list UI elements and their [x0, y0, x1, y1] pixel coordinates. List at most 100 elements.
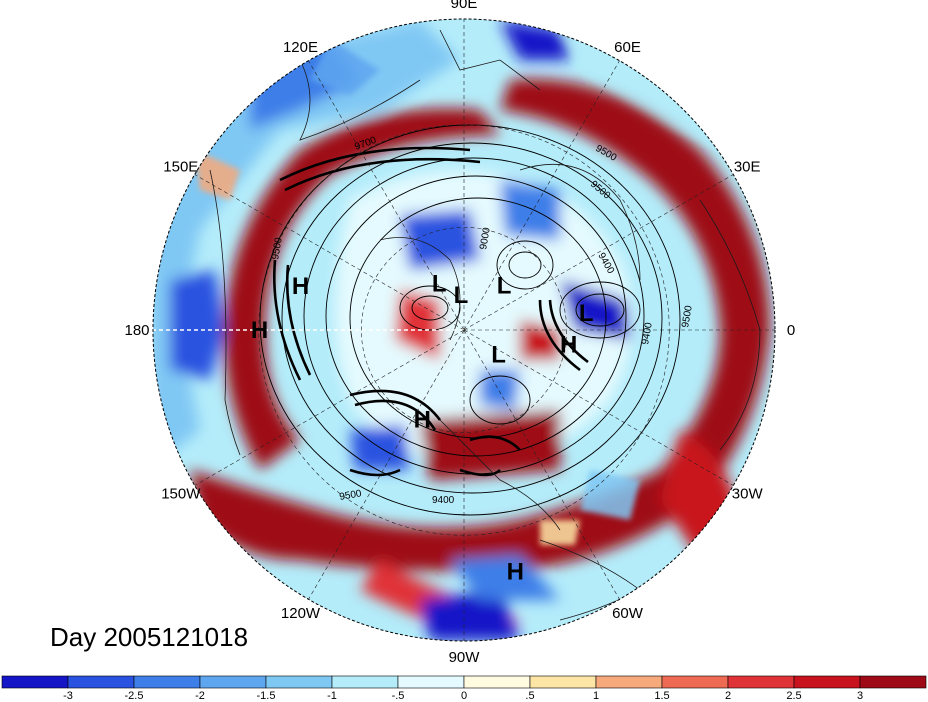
colorbar-swatch	[331, 675, 399, 689]
contour	[469, 375, 531, 425]
latitude-circle	[258, 124, 670, 536]
longitude-label: 30E	[734, 159, 761, 176]
field-region	[420, 590, 520, 640]
low-pressure-label: L	[491, 341, 506, 368]
colorbar-tick-label: -.5	[392, 690, 405, 702]
coastline	[379, 237, 461, 341]
map-boundary	[152, 18, 776, 642]
contour	[259, 124, 681, 516]
low-pressure-label: L	[454, 282, 469, 309]
jet-contour	[284, 157, 481, 192]
geopotential-contours	[259, 124, 681, 516]
high-pressure-label: H	[251, 317, 268, 344]
contour	[508, 251, 542, 279]
colorbar-swatch	[595, 675, 663, 689]
colorbar-swatch	[661, 675, 729, 689]
jet-contour	[285, 264, 312, 376]
colorbar: -3 -2.5 -2 -1.5 -1 -.5 0 .5 1 1.5 2 2.5 3	[1, 675, 927, 702]
meridian-line	[194, 329, 465, 486]
longitude-label: 60E	[614, 39, 641, 56]
low-pressure-label: L	[432, 270, 447, 297]
field-detail	[310, 40, 380, 95]
contour-label: 9500	[339, 488, 363, 503]
field-region	[190, 470, 700, 572]
low-pressure-label: L	[579, 300, 594, 327]
colorbar-swatch	[133, 675, 201, 689]
contour-label: 9500	[270, 236, 285, 260]
jet-contour	[279, 146, 471, 182]
high-pressure-label: H	[292, 273, 309, 300]
contour	[411, 295, 449, 321]
longitude-label: 30W	[732, 486, 764, 503]
latitude-circle	[361, 227, 567, 433]
meridian-line	[463, 329, 620, 600]
field-region	[153, 20, 460, 470]
coastline	[209, 169, 241, 456]
contour-label: 9000	[478, 226, 493, 250]
graticule	[153, 19, 775, 641]
contour-label: 9400	[432, 495, 455, 506]
meridian-line	[463, 174, 734, 331]
jet-contour	[538, 299, 581, 372]
coastline	[519, 163, 641, 281]
field-region	[400, 210, 480, 270]
high-pressure-label: H	[507, 558, 524, 585]
colorbar-tick-label: -2	[195, 690, 205, 702]
longitude-label: 150E	[163, 159, 198, 176]
colorbar-swatch	[463, 675, 531, 689]
colorbar-swatch	[1, 675, 69, 689]
contour	[575, 293, 625, 327]
coastline	[299, 59, 421, 141]
colorbar-tick-label: 1.5	[654, 690, 669, 702]
high-pressure-label: H	[560, 332, 577, 359]
longitude-label: 120W	[281, 605, 321, 622]
colorbar-tick-label: 3	[857, 690, 863, 702]
low-pressure-label: L	[497, 273, 512, 300]
anomaly-field	[153, 19, 775, 641]
contour-label: 9500	[680, 304, 695, 328]
jet-contour	[354, 399, 437, 431]
longitude-label: 90E	[451, 0, 478, 12]
jet-contour	[349, 468, 401, 477]
field-region	[500, 78, 770, 500]
field-region	[395, 290, 440, 360]
field-region	[450, 555, 560, 600]
jet-contour	[273, 259, 302, 381]
field-region	[500, 180, 560, 240]
colorbar-swatch	[529, 675, 597, 689]
field-region	[420, 410, 560, 480]
field-detail	[540, 520, 580, 545]
meridian-line	[463, 60, 620, 331]
high-pressure-label: H	[414, 406, 431, 433]
colorbar-tick-label: -1.5	[257, 690, 276, 702]
day-label: Day 2005121018	[50, 622, 248, 652]
longitude-labels: 90E 60E 30E 0 30W 60W 90W 120W 150W 180 150E 120E	[124, 0, 795, 666]
meridian-line	[308, 329, 465, 600]
colorbar-swatch	[265, 675, 333, 689]
meridian-line	[308, 60, 465, 331]
jet-contour	[459, 468, 501, 477]
colorbar-tick-label: -1	[327, 690, 337, 702]
colorbar-swatch	[793, 675, 861, 689]
colorbar-tick-label: 0	[461, 690, 467, 702]
jet-contour	[548, 299, 589, 364]
longitude-label: 90W	[449, 649, 481, 666]
meridian-line	[194, 174, 465, 331]
contour	[281, 142, 663, 494]
colorbar-tick-label: -2.5	[125, 690, 144, 702]
longitude-label: 60W	[612, 605, 644, 622]
colorbar-swatch	[859, 675, 927, 689]
colorbar-tick-label: 2.5	[786, 690, 801, 702]
coastline	[439, 29, 541, 91]
colorbar-tick-label: 1	[593, 690, 599, 702]
contour-label: 9400	[640, 321, 655, 345]
longitude-label: 0	[787, 322, 795, 339]
field-detail	[195, 150, 240, 200]
colorbar-tick-label: -3	[63, 690, 73, 702]
longitude-label: 120E	[283, 39, 318, 56]
jet-contour	[349, 389, 442, 421]
meridian-line	[463, 329, 734, 486]
contour	[496, 240, 554, 290]
